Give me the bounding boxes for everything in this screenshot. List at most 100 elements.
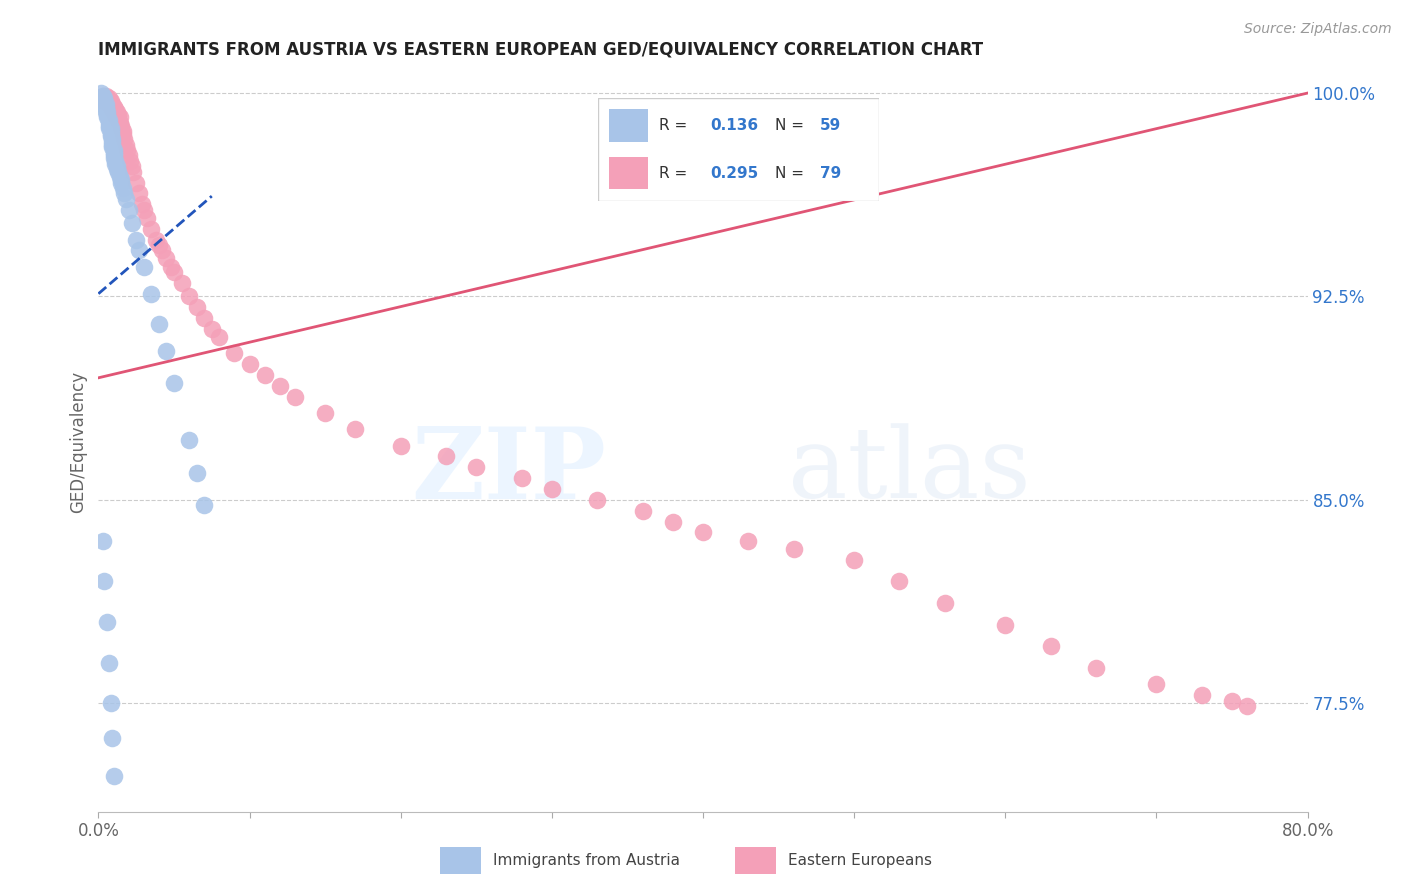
Point bbox=[193, 498, 215, 512]
Point bbox=[101, 731, 124, 746]
Point bbox=[125, 232, 148, 246]
Point bbox=[105, 161, 128, 176]
Point bbox=[783, 541, 806, 556]
Point bbox=[111, 124, 134, 138]
Point bbox=[150, 244, 173, 258]
Point bbox=[1236, 698, 1258, 713]
Point bbox=[100, 129, 122, 144]
Point bbox=[389, 439, 412, 453]
Point bbox=[434, 450, 457, 464]
Text: 0.295: 0.295 bbox=[710, 166, 758, 180]
Point bbox=[1220, 693, 1243, 707]
Point bbox=[101, 103, 124, 117]
Point bbox=[96, 108, 118, 122]
Point bbox=[96, 91, 118, 105]
Point bbox=[110, 176, 132, 190]
Point bbox=[155, 252, 177, 266]
Point bbox=[101, 132, 124, 146]
Text: 59: 59 bbox=[820, 119, 841, 133]
Point bbox=[104, 103, 127, 117]
Point bbox=[269, 379, 291, 393]
Point bbox=[98, 656, 121, 670]
Point bbox=[1085, 661, 1108, 675]
Point bbox=[104, 108, 127, 122]
Point bbox=[163, 265, 186, 279]
FancyBboxPatch shape bbox=[609, 110, 648, 142]
Point bbox=[510, 471, 533, 485]
Point bbox=[103, 145, 125, 160]
Point bbox=[111, 181, 134, 195]
Text: R =: R = bbox=[659, 166, 693, 180]
Point bbox=[105, 159, 128, 173]
Point bbox=[93, 91, 115, 105]
Point bbox=[108, 111, 131, 125]
Point bbox=[108, 170, 131, 185]
Point bbox=[110, 121, 132, 136]
Point bbox=[145, 232, 167, 246]
Point bbox=[1144, 677, 1167, 691]
Point bbox=[103, 143, 125, 157]
Y-axis label: GED/Equivalency: GED/Equivalency bbox=[69, 370, 87, 513]
Text: Immigrants from Austria: Immigrants from Austria bbox=[492, 854, 679, 868]
Point bbox=[103, 100, 125, 114]
Point bbox=[135, 211, 157, 225]
Point bbox=[344, 422, 367, 436]
Point bbox=[132, 202, 155, 217]
Point bbox=[631, 504, 654, 518]
Point bbox=[540, 482, 562, 496]
FancyBboxPatch shape bbox=[609, 157, 648, 189]
Point bbox=[94, 105, 117, 120]
Point bbox=[112, 186, 135, 201]
Point bbox=[98, 113, 121, 128]
Point bbox=[101, 135, 124, 149]
Point bbox=[179, 289, 201, 303]
Point bbox=[224, 346, 246, 360]
Point bbox=[155, 343, 177, 358]
Point bbox=[93, 94, 115, 108]
Point bbox=[98, 119, 121, 133]
Point bbox=[90, 86, 112, 100]
Point bbox=[934, 596, 956, 610]
Point bbox=[115, 143, 138, 157]
Point bbox=[100, 94, 122, 108]
Point bbox=[170, 276, 193, 290]
Point bbox=[91, 88, 114, 103]
Point bbox=[93, 94, 115, 108]
Point bbox=[107, 164, 129, 178]
Point bbox=[107, 113, 129, 128]
Point bbox=[91, 88, 114, 103]
Point bbox=[239, 357, 262, 371]
Point bbox=[661, 515, 683, 529]
Point bbox=[186, 466, 208, 480]
Point bbox=[118, 148, 141, 162]
Point bbox=[121, 159, 143, 173]
Point bbox=[101, 137, 124, 152]
Point bbox=[120, 153, 142, 168]
Point bbox=[96, 94, 118, 108]
Point bbox=[110, 119, 132, 133]
Point bbox=[108, 116, 131, 130]
Point bbox=[253, 368, 276, 383]
Point bbox=[692, 525, 714, 540]
Text: N =: N = bbox=[775, 166, 808, 180]
Point bbox=[100, 127, 122, 141]
Point bbox=[114, 192, 136, 206]
Point bbox=[100, 100, 122, 114]
Point bbox=[93, 96, 115, 111]
Point bbox=[1039, 640, 1062, 654]
Point bbox=[94, 96, 117, 111]
Point bbox=[104, 153, 127, 168]
Point bbox=[96, 111, 118, 125]
Point bbox=[101, 96, 124, 111]
Point bbox=[160, 260, 183, 274]
Point bbox=[314, 406, 336, 420]
Bar bbox=[440, 847, 481, 874]
Point bbox=[91, 91, 114, 105]
Point bbox=[284, 390, 307, 404]
Point bbox=[132, 260, 155, 274]
Point bbox=[844, 552, 866, 566]
Point bbox=[122, 164, 145, 178]
Point bbox=[93, 574, 115, 589]
Point bbox=[100, 121, 122, 136]
Point bbox=[101, 140, 124, 154]
